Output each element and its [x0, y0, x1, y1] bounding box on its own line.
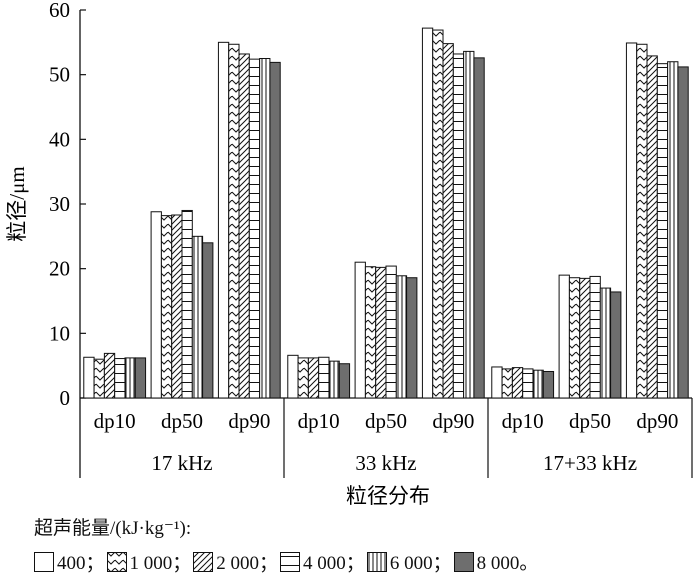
- bar: [171, 214, 183, 399]
- x-tick-label: dp10: [94, 409, 136, 433]
- y-tick-label: 60: [49, 0, 70, 22]
- x-tick-label: dp50: [569, 409, 611, 433]
- bar: [328, 360, 340, 399]
- bar: [297, 357, 309, 399]
- bar: [568, 277, 581, 399]
- x-tick-label: dp90: [636, 409, 678, 433]
- bar: [307, 357, 320, 399]
- bar: [124, 357, 136, 399]
- bar: [191, 235, 204, 399]
- bar: [202, 242, 214, 399]
- bar: [558, 274, 570, 399]
- bar: [646, 55, 658, 399]
- bar: [364, 266, 377, 399]
- bar: [667, 61, 679, 399]
- bar: [636, 43, 648, 399]
- bar: [338, 363, 351, 399]
- bar: [452, 53, 465, 399]
- bar: [532, 369, 544, 399]
- bar: [501, 368, 513, 399]
- bar: [421, 27, 434, 399]
- y-tick-label: 10: [49, 321, 70, 345]
- x-tick-label: dp50: [365, 409, 407, 433]
- x-axis-label: 粒径分布: [346, 484, 430, 508]
- bar: [248, 58, 261, 399]
- bar: [406, 277, 418, 399]
- bar: [259, 58, 271, 399]
- group-label: 17 kHz: [151, 451, 212, 475]
- bar: [511, 367, 524, 399]
- bar: [181, 209, 193, 399]
- bar: [677, 66, 689, 399]
- bar: [610, 291, 622, 399]
- x-tick-label: dp10: [298, 409, 340, 433]
- y-axis-label: 粒径/μm: [5, 166, 29, 241]
- y-tick-label: 40: [49, 127, 70, 151]
- bar: [269, 61, 281, 399]
- x-tick-label: dp10: [502, 409, 544, 433]
- y-tick-label: 0: [60, 386, 71, 410]
- x-tick-label: dp50: [161, 409, 203, 433]
- bar: [134, 357, 147, 399]
- bar: [473, 57, 485, 399]
- y-tick-label: 30: [49, 192, 70, 216]
- x-tick-label: dp90: [228, 409, 270, 433]
- bar: [385, 265, 397, 399]
- group-label: 17+33 kHz: [543, 451, 637, 475]
- bar: [463, 50, 475, 399]
- bar: [93, 358, 105, 399]
- bar: [228, 43, 240, 399]
- bar: [318, 356, 330, 399]
- bar: [599, 287, 612, 399]
- bar: [522, 368, 534, 399]
- bar: [83, 356, 95, 399]
- bar: [491, 366, 503, 399]
- bar: [354, 261, 366, 399]
- bar: [114, 358, 126, 399]
- bar: [589, 275, 601, 399]
- y-tick-label: 20: [49, 257, 70, 281]
- bar: [656, 63, 669, 399]
- bar: [579, 277, 591, 399]
- bar: [432, 29, 444, 399]
- bar: [542, 370, 555, 399]
- x-tick-label: dp90: [432, 409, 474, 433]
- group-label: 33 kHz: [355, 451, 416, 475]
- bar: [395, 275, 408, 399]
- bar: [287, 354, 299, 399]
- bar: [103, 352, 116, 399]
- bar: [238, 53, 250, 399]
- bar: [375, 266, 387, 399]
- bar: [217, 41, 230, 399]
- bar: [625, 42, 638, 399]
- bar: [150, 211, 162, 399]
- bar: [442, 43, 454, 399]
- y-tick-label: 50: [49, 63, 70, 87]
- bar: [160, 215, 173, 399]
